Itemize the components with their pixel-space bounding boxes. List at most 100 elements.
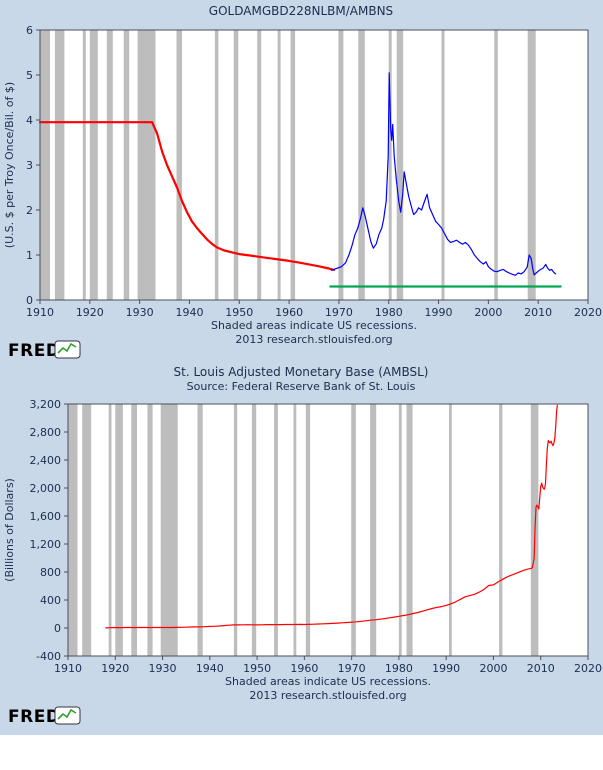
y-tick-label: 6: [26, 24, 33, 37]
y-tick-label: 2: [26, 204, 33, 217]
fred-chart-adjusted-monetary-base: St. Louis Adjusted Monetary Base (AMBSL)…: [0, 362, 603, 735]
recession-band: [89, 30, 98, 300]
x-tick-label: 1950: [225, 306, 253, 319]
fred-logo: FRED: [8, 706, 81, 727]
recession-band: [358, 30, 365, 300]
y-tick-label: 1,600: [30, 510, 62, 523]
recession-band: [147, 404, 153, 656]
recession-band: [115, 404, 123, 656]
chart-title: GOLDAMGBD228NLBM/AMBNS: [209, 4, 393, 18]
recession-band: [108, 404, 112, 656]
recession-band: [293, 404, 297, 656]
chart-subtitle: Source: Federal Reserve Bank of St. Loui…: [187, 380, 416, 393]
chart-title: St. Louis Adjusted Monetary Base (AMBSL): [174, 365, 429, 379]
source-note: 2013 research.stlouisfed.org: [235, 333, 392, 346]
recession-band: [197, 404, 203, 656]
recession-band: [370, 404, 377, 656]
recession-band: [131, 404, 137, 656]
x-tick-label: 1980: [375, 306, 403, 319]
chart-canvas-bottom: St. Louis Adjusted Monetary Base (AMBSL)…: [3, 365, 603, 727]
x-tick-label: 2010: [527, 662, 555, 675]
x-tick-label: 1970: [338, 662, 366, 675]
x-tick-label: 1930: [126, 306, 154, 319]
plot-frame: [67, 403, 589, 657]
recession-band: [137, 30, 156, 300]
x-tick-label: 1920: [76, 306, 104, 319]
recession-band: [527, 30, 536, 300]
recession-band: [290, 30, 296, 300]
recession-band: [441, 30, 445, 300]
recession-band: [54, 30, 65, 300]
x-tick-label: 1940: [175, 306, 203, 319]
x-tick-label: 2010: [524, 306, 552, 319]
recession-band: [398, 404, 402, 656]
x-tick-label: 2020: [574, 306, 602, 319]
recession-band: [40, 30, 50, 300]
series-adjusted-monetary-base: [105, 404, 558, 629]
x-tick-label: 1910: [54, 662, 82, 675]
fred-logo-text: FRED: [8, 341, 60, 361]
fred-logo-sparkline-icon: [57, 708, 77, 720]
x-tick-label: 1970: [325, 306, 353, 319]
fred-logo: FRED: [8, 340, 81, 361]
recession-band: [176, 30, 182, 300]
recession-band: [233, 30, 239, 300]
x-tick-label: 2020: [574, 662, 602, 675]
x-tick-label: 1940: [196, 662, 224, 675]
fred-chart-gold-monetary-base-ratio: GOLDAMGBD228NLBM/AMBNS (U.S. $ per Troy …: [0, 0, 603, 362]
recession-band: [406, 404, 413, 656]
recession-band: [388, 30, 392, 300]
recession-band: [305, 404, 311, 656]
recession-band: [338, 30, 344, 300]
y-tick-label: -400: [36, 650, 61, 663]
recession-band: [351, 404, 356, 656]
recession-band: [277, 30, 281, 300]
y-axis-label: (U.S. $ per Troy Once/Bil. of $): [3, 82, 16, 248]
recession-note: Shaded areas indicate US recessions.: [211, 319, 417, 332]
x-tick-label: 1960: [290, 662, 318, 675]
y-tick-label: 0: [26, 294, 33, 307]
y-axis-label: (Billions of Dollars): [3, 478, 16, 582]
y-tick-label: 0: [54, 622, 61, 635]
recession-band: [82, 30, 86, 300]
y-tick-label: 1,200: [30, 538, 62, 551]
recession-band: [233, 404, 238, 656]
chart-canvas-top: GOLDAMGBD228NLBM/AMBNS (U.S. $ per Troy …: [3, 4, 602, 361]
y-tick-label: 5: [26, 69, 33, 82]
recession-band: [251, 404, 257, 656]
y-tick-label: 400: [40, 594, 61, 607]
y-tick-label: 1: [26, 249, 33, 262]
source-note: 2013 research.stlouisfed.org: [249, 689, 406, 702]
plot-area: 1910 1920 1930 1940 1950 1960 1970 1980 1990 2000…: [30, 398, 603, 675]
recession-band: [257, 30, 262, 300]
x-tick-label: 1980: [385, 662, 413, 675]
x-tick-label: 1960: [275, 306, 303, 319]
fred-logo-sparkline-icon: [57, 342, 77, 354]
y-tick-label: 2,400: [30, 454, 62, 467]
recession-band: [274, 404, 278, 656]
y-tick-label: 3,200: [30, 398, 62, 411]
recession-band: [106, 30, 113, 300]
series-gold-market-price-era: [330, 72, 557, 276]
series-gold-fixed-price-era: [38, 121, 335, 271]
plot-background: [40, 30, 588, 300]
recession-band: [160, 404, 178, 656]
y-tick-label: 3: [26, 159, 33, 172]
y-tick-label: 2,800: [30, 426, 62, 439]
recession-band: [449, 404, 452, 656]
recession-band: [123, 30, 130, 300]
recession-band: [214, 30, 219, 300]
recession-note: Shaded areas indicate US recessions.: [225, 675, 431, 688]
x-tick-label: 1930: [149, 662, 177, 675]
x-tick-label: 2000: [479, 662, 507, 675]
page-bottom-spacer: [0, 735, 603, 770]
x-tick-label: 1920: [101, 662, 129, 675]
plot-area: 1910 1920 1930 1940 1950 1960 1970 1980 1990 2000…: [26, 24, 602, 319]
x-tick-label: 1990: [432, 662, 460, 675]
fred-logo-text: FRED: [8, 707, 60, 727]
x-tick-label: 1910: [26, 306, 54, 319]
y-tick-label: 800: [40, 566, 61, 579]
x-tick-label: 2000: [474, 306, 502, 319]
y-tick-label: 2,000: [30, 482, 62, 495]
x-tick-label: 1950: [243, 662, 271, 675]
